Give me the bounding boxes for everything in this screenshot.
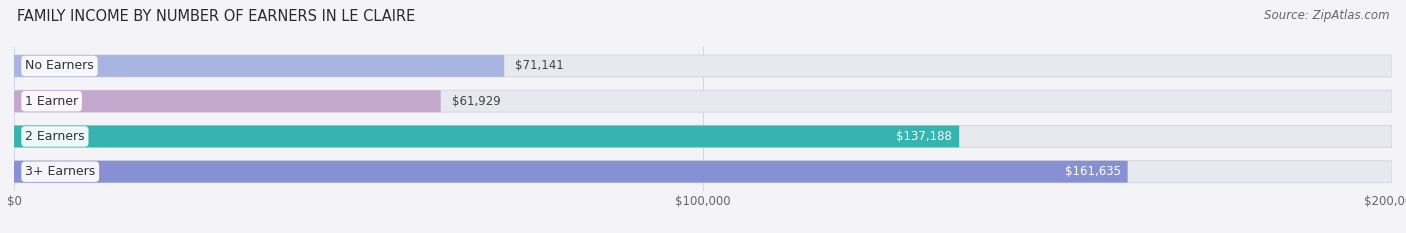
FancyBboxPatch shape — [14, 90, 1392, 112]
FancyBboxPatch shape — [14, 161, 1128, 183]
FancyBboxPatch shape — [14, 55, 1392, 77]
FancyBboxPatch shape — [14, 161, 1392, 183]
Text: $161,635: $161,635 — [1064, 165, 1121, 178]
FancyBboxPatch shape — [14, 126, 1392, 147]
Text: $71,141: $71,141 — [515, 59, 564, 72]
Text: 3+ Earners: 3+ Earners — [25, 165, 96, 178]
FancyBboxPatch shape — [14, 55, 505, 77]
FancyBboxPatch shape — [14, 126, 959, 147]
Text: No Earners: No Earners — [25, 59, 94, 72]
Text: FAMILY INCOME BY NUMBER OF EARNERS IN LE CLAIRE: FAMILY INCOME BY NUMBER OF EARNERS IN LE… — [17, 9, 415, 24]
Text: 2 Earners: 2 Earners — [25, 130, 84, 143]
FancyBboxPatch shape — [14, 90, 440, 112]
Text: Source: ZipAtlas.com: Source: ZipAtlas.com — [1264, 9, 1389, 22]
Text: $137,188: $137,188 — [897, 130, 952, 143]
Text: 1 Earner: 1 Earner — [25, 95, 79, 108]
Text: $61,929: $61,929 — [451, 95, 501, 108]
